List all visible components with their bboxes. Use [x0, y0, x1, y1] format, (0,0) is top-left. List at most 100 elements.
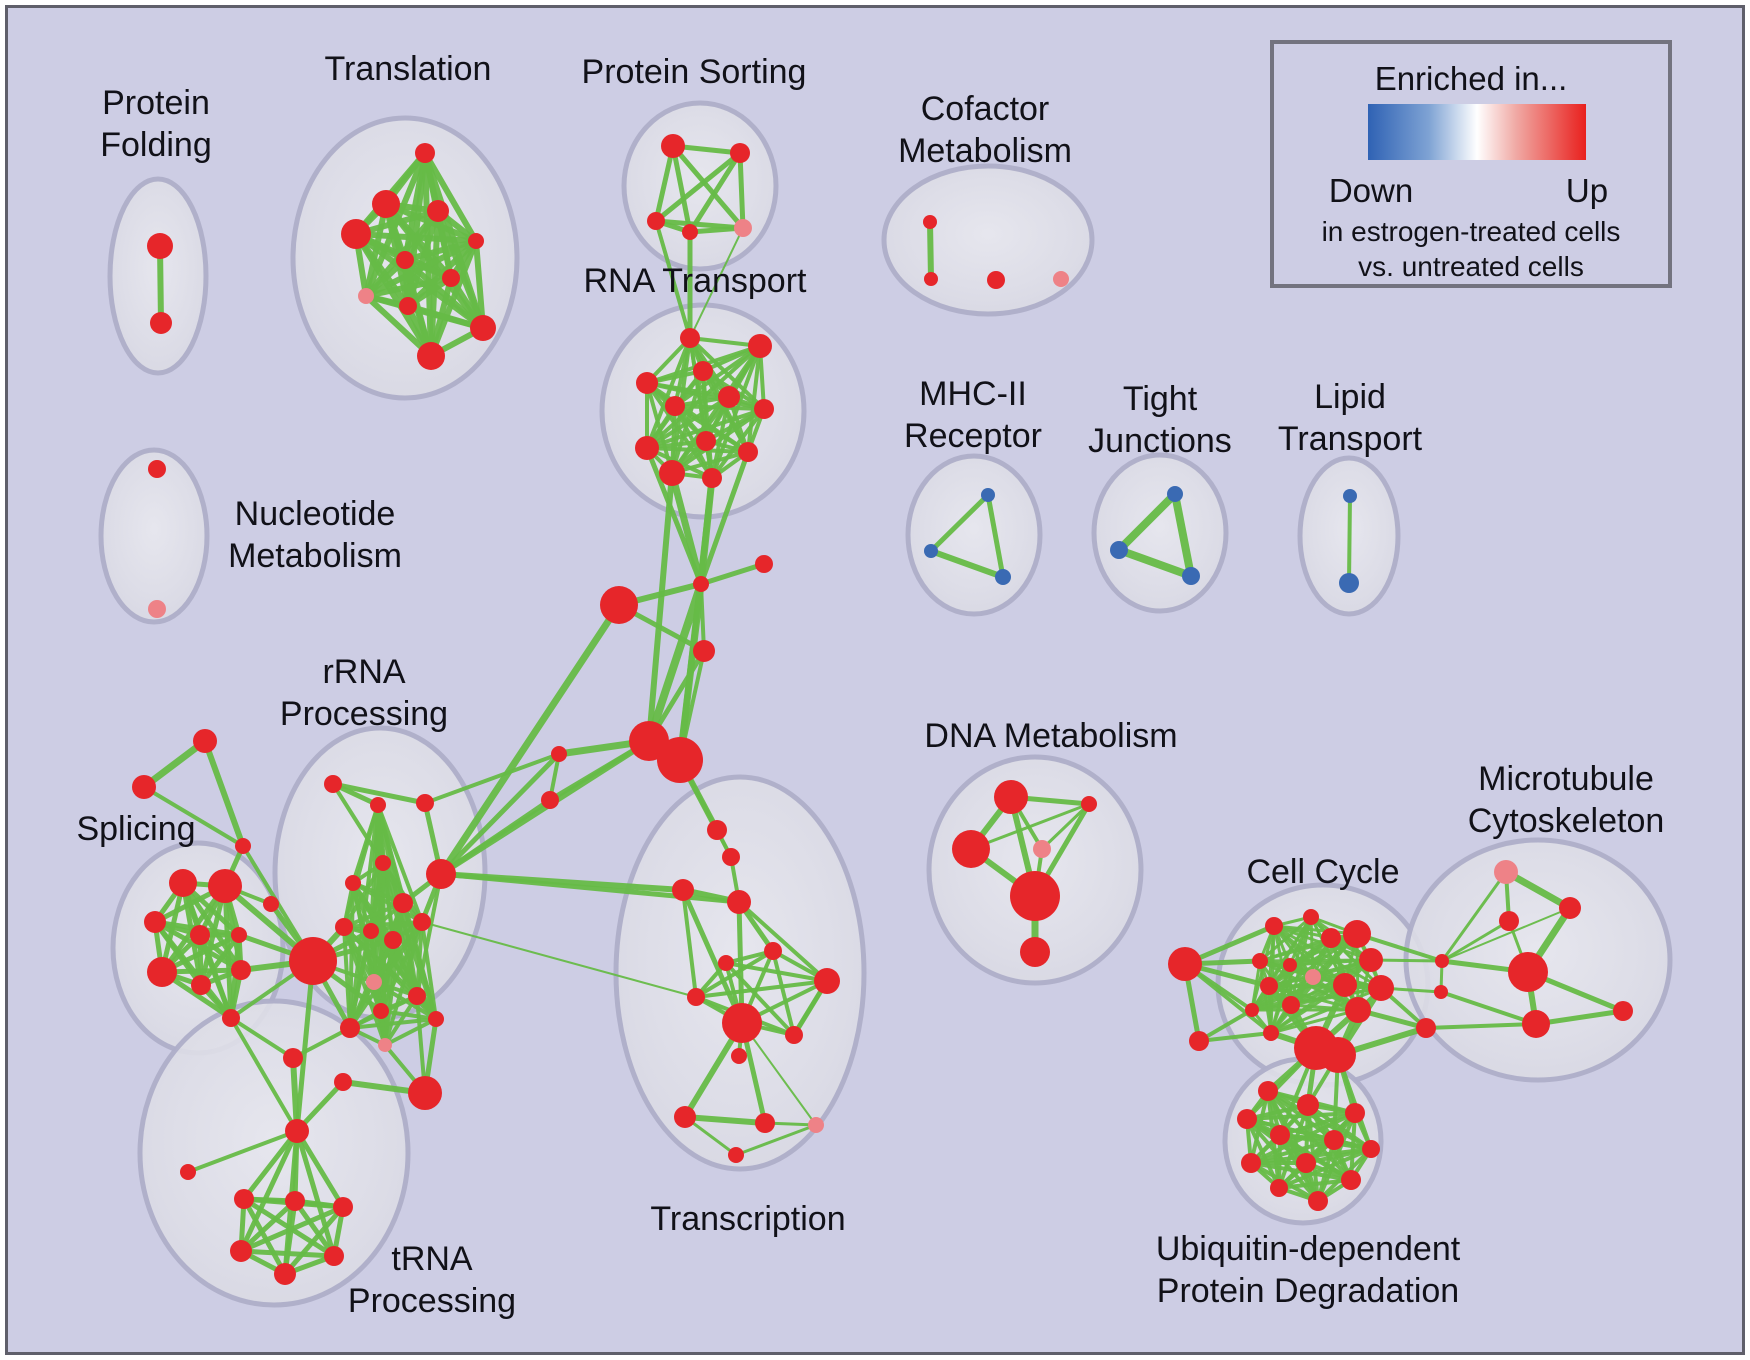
node-c16 — [1345, 997, 1371, 1023]
node-v7 — [1362, 1140, 1380, 1158]
node-j2 — [1110, 541, 1128, 559]
node-t3 — [427, 200, 449, 222]
edge — [294, 1128, 337, 1259]
node-v5 — [1270, 1125, 1290, 1145]
node-g1 — [193, 729, 217, 753]
cluster-label-protein-sorting: Protein Sorting — [582, 53, 807, 91]
edge — [1277, 1178, 1353, 1190]
cluster-label-dna-metabolism: DNA Metabolism — [924, 717, 1177, 755]
node-u3 — [285, 1191, 305, 1211]
edge — [421, 921, 697, 998]
node-k1 — [551, 746, 567, 762]
node-r17 — [340, 1018, 360, 1038]
node-r12 — [289, 937, 337, 985]
edge — [142, 785, 245, 848]
node-v12 — [1308, 1191, 1328, 1211]
edge — [1533, 1008, 1626, 1027]
edge — [1439, 990, 1538, 1026]
legend-caption-line1: in estrogen-treated cells — [1321, 216, 1621, 247]
node-r11 — [413, 913, 431, 931]
node-rt11 — [659, 460, 685, 486]
node-x3 — [672, 879, 694, 901]
node-c8 — [1305, 969, 1321, 985]
edge — [1304, 1147, 1373, 1165]
edge — [420, 920, 438, 1021]
node-t4 — [341, 219, 371, 249]
edge — [437, 601, 623, 878]
edge — [186, 1129, 299, 1174]
edge — [348, 1017, 438, 1030]
node-m1 — [1494, 860, 1518, 884]
node-u0 — [285, 1119, 309, 1143]
edge — [1183, 962, 1273, 1035]
edge — [673, 344, 762, 408]
node-s2 — [208, 869, 242, 903]
node-c1 — [1168, 947, 1202, 981]
cluster-label-cell-cycle: Cell Cycle — [1246, 853, 1399, 891]
node-x5 — [718, 955, 734, 971]
node-r10 — [384, 931, 402, 949]
edge — [687, 150, 743, 235]
edge — [383, 1017, 438, 1047]
edge — [734, 1123, 818, 1157]
edge — [348, 920, 424, 1030]
node-j1 — [1167, 486, 1183, 502]
edge — [241, 1196, 288, 1277]
node-d4 — [1033, 840, 1051, 858]
node-d1 — [994, 780, 1028, 814]
cluster-label-translation: Translation — [325, 50, 492, 88]
cluster-label-transcription: Transcription — [650, 1200, 845, 1238]
node-c15 — [1368, 975, 1394, 1001]
cluster-ellipse-dna-metabolism — [926, 754, 1144, 986]
node-g2 — [132, 775, 156, 799]
node-c4 — [1303, 909, 1319, 925]
edge — [405, 303, 486, 331]
node-f3 — [987, 271, 1005, 289]
node-x10 — [785, 1026, 803, 1044]
node-s1 — [169, 869, 197, 897]
cluster-label-protein-folding: Protein Folding — [100, 84, 212, 164]
edge — [1115, 546, 1195, 580]
node-c7 — [1260, 977, 1278, 995]
cluster-label-ubiquitin-degradation: Ubiquitin-dependent Protein Degradation — [1156, 1230, 1461, 1310]
edge — [771, 949, 796, 1037]
node-rt5 — [665, 396, 685, 416]
edge — [1441, 907, 1571, 962]
edge — [985, 492, 1006, 580]
legend-gradient-bar — [1368, 104, 1586, 160]
node-s8 — [231, 960, 251, 980]
network-svg: Protein Folding Translation Protein Sorting… — [76, 50, 1673, 1320]
edge — [198, 932, 242, 988]
node-c21 — [1435, 954, 1449, 968]
node-m6 — [1508, 952, 1548, 992]
edge — [645, 580, 705, 745]
node-t2 — [372, 190, 400, 218]
edge — [202, 738, 246, 849]
node-v2 — [1297, 1094, 1319, 1116]
node-c19 — [1320, 1037, 1356, 1073]
edge — [645, 446, 750, 454]
node-r1 — [324, 775, 342, 793]
node-rt7 — [754, 399, 774, 419]
edge — [698, 449, 751, 587]
node-b2 — [657, 737, 703, 783]
node-c14 — [1359, 948, 1383, 972]
node-m2 — [1559, 897, 1581, 919]
node-u5 — [230, 1240, 252, 1262]
edge — [383, 994, 419, 1047]
node-s7 — [191, 975, 211, 995]
node-x15 — [728, 1147, 744, 1163]
edge — [229, 1016, 295, 1060]
edge — [653, 143, 676, 224]
node-s9 — [222, 1009, 240, 1027]
node-c9 — [1245, 1003, 1259, 1017]
edge — [282, 1198, 298, 1277]
node-ps3 — [647, 212, 665, 230]
node-x7 — [814, 968, 840, 994]
edge — [1171, 490, 1195, 580]
node-d5 — [1010, 871, 1060, 921]
cluster-label-cofactor-metabolism: Cofactor Metabolism — [898, 90, 1072, 170]
node-s3 — [144, 911, 166, 933]
edge — [238, 1248, 337, 1259]
node-d6 — [1020, 937, 1050, 967]
